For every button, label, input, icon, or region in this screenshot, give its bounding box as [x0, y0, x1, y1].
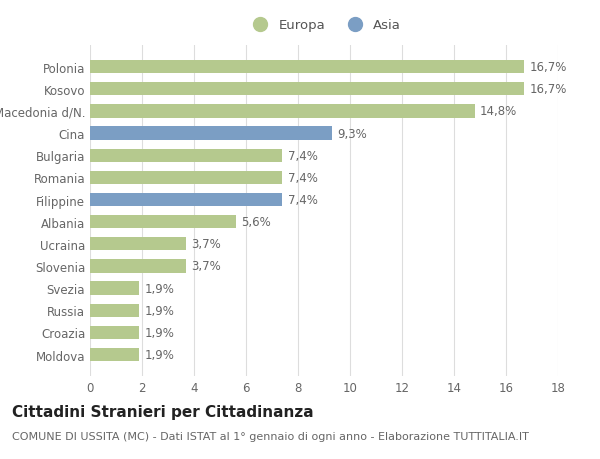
Bar — [90, 238, 186, 251]
Bar — [90, 149, 283, 162]
Bar — [90, 127, 332, 140]
Bar — [90, 348, 139, 361]
Bar — [90, 171, 283, 185]
Text: 7,4%: 7,4% — [287, 172, 317, 185]
Bar — [90, 216, 236, 229]
Text: Cittadini Stranieri per Cittadinanza: Cittadini Stranieri per Cittadinanza — [12, 404, 314, 419]
Bar — [90, 282, 139, 295]
Text: 1,9%: 1,9% — [145, 304, 175, 317]
Text: 1,9%: 1,9% — [145, 282, 175, 295]
Text: 3,7%: 3,7% — [191, 238, 221, 251]
Text: 1,9%: 1,9% — [145, 326, 175, 339]
Text: 3,7%: 3,7% — [191, 260, 221, 273]
Text: 9,3%: 9,3% — [337, 127, 367, 140]
Text: 1,9%: 1,9% — [145, 348, 175, 361]
Bar — [90, 260, 186, 273]
Bar — [90, 193, 283, 207]
Text: COMUNE DI USSITA (MC) - Dati ISTAT al 1° gennaio di ogni anno - Elaborazione TUT: COMUNE DI USSITA (MC) - Dati ISTAT al 1°… — [12, 431, 529, 442]
Text: 7,4%: 7,4% — [287, 194, 317, 207]
Text: 16,7%: 16,7% — [529, 61, 567, 74]
Text: 16,7%: 16,7% — [529, 83, 567, 96]
Bar — [90, 83, 524, 96]
Bar — [90, 326, 139, 339]
Bar — [90, 105, 475, 118]
Legend: Europa, Asia: Europa, Asia — [247, 19, 401, 33]
Text: 5,6%: 5,6% — [241, 216, 271, 229]
Text: 14,8%: 14,8% — [480, 105, 517, 118]
Bar — [90, 61, 524, 74]
Text: 7,4%: 7,4% — [287, 150, 317, 162]
Bar — [90, 304, 139, 317]
